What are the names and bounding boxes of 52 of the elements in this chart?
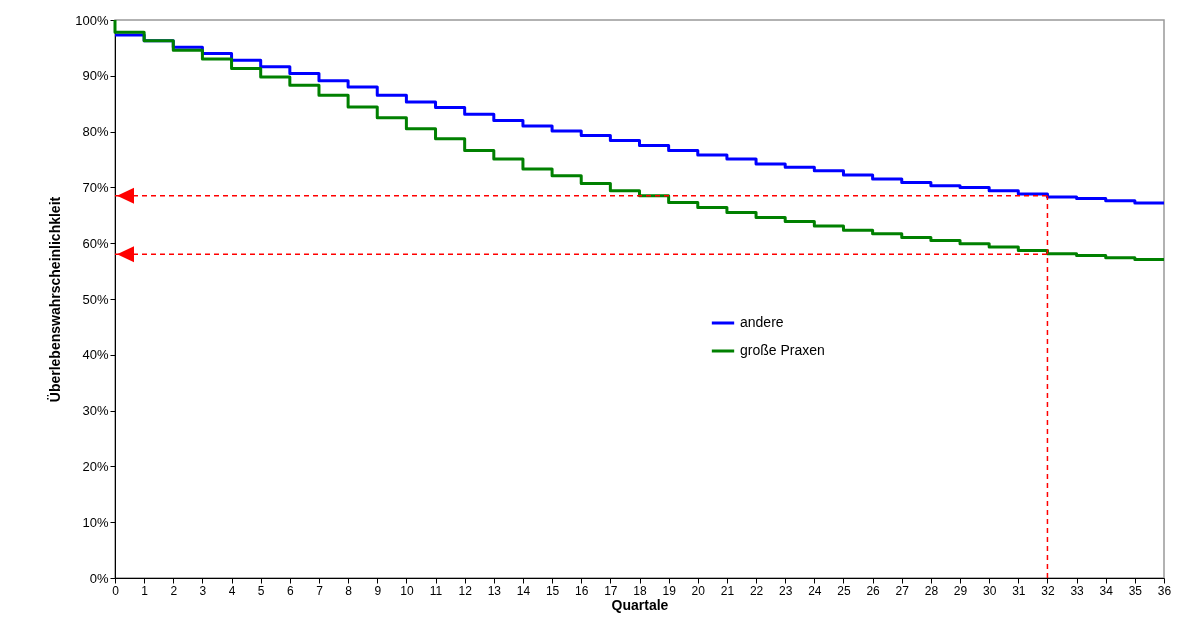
x-tick-label: 12: [458, 583, 473, 598]
x-tick-label: 8: [345, 583, 353, 598]
y-tick-label: 40%: [82, 347, 109, 363]
x-tick-label: 19: [662, 583, 677, 598]
x-tick-label: 32: [1041, 583, 1055, 598]
y-tick-label: 20%: [82, 458, 109, 474]
y-tick-label: 90%: [82, 68, 109, 84]
x-tick-label: 26: [866, 583, 881, 598]
x-tick-label: 27: [895, 583, 910, 598]
x-tick-label: 21: [720, 583, 735, 598]
y-tick-label: 30%: [82, 403, 109, 419]
x-tick-label: 20: [691, 583, 706, 598]
x-tick-label: 16: [575, 583, 589, 598]
y-axis-title: Überlebenswahrscheinlichkleit: [47, 196, 64, 403]
x-tick-label: 0: [112, 583, 120, 598]
y-tick-label: 70%: [82, 179, 109, 195]
y-tick-label: 60%: [82, 235, 109, 251]
x-tick-label: 6: [286, 583, 294, 598]
x-tick-label: 11: [429, 583, 443, 598]
x-tick-label: 36: [1157, 583, 1172, 598]
y-tick-label: 100%: [75, 12, 109, 28]
x-tick-label: 18: [633, 583, 647, 598]
x-tick-label: 23: [779, 583, 793, 598]
x-tick-label: 30: [982, 583, 997, 598]
x-tick-label: 10: [400, 583, 414, 598]
x-tick-label: 22: [749, 583, 764, 598]
y-tick-label: 10%: [82, 514, 109, 530]
x-tick-label: 2: [170, 583, 178, 598]
x-axis-title: Quartale: [611, 596, 669, 613]
x-tick-label: 17: [604, 583, 618, 598]
x-tick-label: 3: [199, 583, 207, 598]
x-tick-label: 34: [1099, 583, 1114, 598]
x-tick-label: 29: [953, 583, 968, 598]
x-tick-label: 1: [141, 583, 149, 598]
y-tick-label: 80%: [82, 124, 109, 140]
x-tick-label: 13: [487, 583, 502, 598]
legend-label: große Praxen: [740, 342, 825, 358]
legend-label: andere: [740, 314, 784, 330]
x-tick-label: 25: [837, 583, 851, 598]
x-tick-label: 7: [316, 583, 324, 598]
x-tick-label: 35: [1128, 583, 1143, 598]
y-tick-label: 50%: [82, 291, 109, 307]
x-tick-label: 31: [1012, 583, 1026, 598]
x-tick-label: 28: [924, 583, 939, 598]
x-tick-label: 14: [516, 583, 531, 598]
x-tick-label: 15: [545, 583, 560, 598]
x-tick-label: 24: [808, 583, 822, 598]
x-tick-label: 5: [257, 583, 265, 598]
x-tick-label: 4: [228, 583, 236, 598]
y-tick-label: 0%: [89, 570, 109, 586]
x-tick-label: 9: [374, 583, 382, 598]
x-tick-label: 33: [1070, 583, 1085, 598]
